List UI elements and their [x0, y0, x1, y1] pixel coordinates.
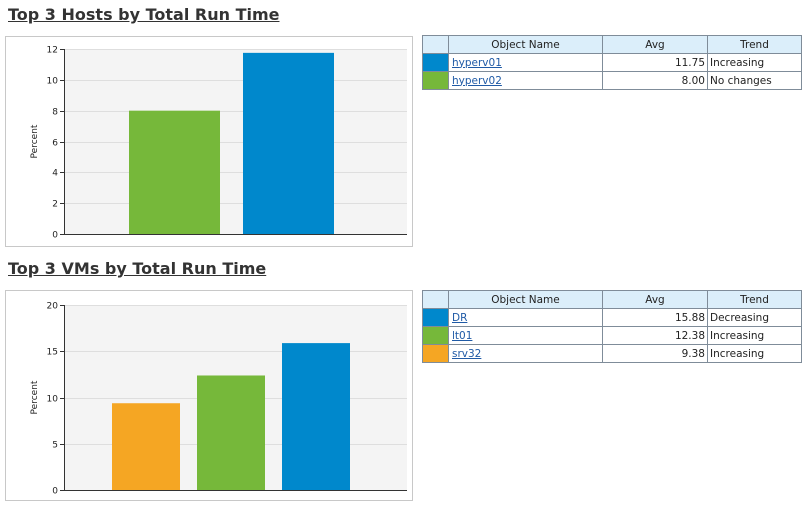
object-link[interactable]: hyperv02 [452, 74, 502, 87]
y-tick-label: 8 [52, 108, 58, 118]
vms-table: Object Name Avg Trend DR 15.88 Decreasin… [422, 290, 802, 363]
hosts-table-header: Object Name Avg Trend [422, 35, 802, 54]
hosts-chart-svg: 0 2 4 6 8 10 12 Percent [30, 46, 407, 241]
avg-cell: 11.75 [602, 53, 708, 72]
y-tick-label: 0 [52, 487, 58, 497]
hosts-table: Object Name Avg Trend hyperv01 11.75 Inc… [422, 35, 802, 90]
color-swatch [422, 326, 449, 345]
avg-header[interactable]: Avg [602, 290, 708, 309]
y-tick-label: 5 [52, 441, 58, 451]
trend-cell: Increasing [707, 53, 802, 72]
y-tick-label: 20 [47, 302, 59, 312]
hosts-section-title: Top 3 Hosts by Total Run Time [8, 5, 280, 24]
bar-hyperv02 [129, 110, 220, 234]
table-row: hyperv01 11.75 Increasing [422, 53, 802, 72]
avg-cell: 15.88 [602, 308, 708, 327]
y-tick-label: 6 [52, 139, 58, 149]
trend-cell: Increasing [707, 344, 802, 363]
bar-srv32 [112, 403, 180, 490]
avg-header[interactable]: Avg [602, 35, 708, 54]
object-name-cell: hyperv01 [448, 53, 603, 72]
bar-DR [282, 343, 350, 490]
object-link[interactable]: hyperv01 [452, 56, 502, 69]
vms-chart-svg: 0 5 10 15 20 Percent [30, 302, 407, 497]
vms-section-title: Top 3 VMs by Total Run Time [8, 259, 267, 278]
y-tick-label: 2 [52, 200, 58, 210]
vms-chart: 0 5 10 15 20 Percent [5, 290, 413, 501]
trend-header[interactable]: Trend [707, 290, 802, 309]
trend-header[interactable]: Trend [707, 35, 802, 54]
object-name-cell: srv32 [448, 344, 603, 363]
y-tick-label: 0 [52, 231, 58, 241]
swatch-header [422, 290, 449, 309]
avg-cell: 8.00 [602, 71, 708, 90]
y-axis-label: Percent [30, 380, 40, 414]
y-tick-label: 4 [52, 169, 58, 179]
bar-lt01 [197, 375, 265, 490]
object-name-cell: hyperv02 [448, 71, 603, 90]
table-row: srv32 9.38 Increasing [422, 344, 802, 363]
object-link[interactable]: srv32 [452, 347, 482, 360]
table-row: lt01 12.38 Increasing [422, 326, 802, 345]
object-link[interactable]: lt01 [452, 329, 473, 342]
avg-cell: 9.38 [602, 344, 708, 363]
y-tick-label: 15 [47, 348, 58, 358]
object-name-header[interactable]: Object Name [448, 290, 603, 309]
plot-area [64, 49, 407, 234]
bar-hyperv01 [243, 52, 334, 234]
table-row: hyperv02 8.00 No changes [422, 71, 802, 90]
color-swatch [422, 71, 449, 90]
trend-cell: Decreasing [707, 308, 802, 327]
object-link[interactable]: DR [452, 311, 468, 324]
vms-table-header: Object Name Avg Trend [422, 290, 802, 309]
trend-cell: Increasing [707, 326, 802, 345]
color-swatch [422, 308, 449, 327]
y-tick-label: 10 [47, 395, 59, 405]
object-name-cell: lt01 [448, 326, 603, 345]
avg-cell: 12.38 [602, 326, 708, 345]
hosts-chart: 0 2 4 6 8 10 12 Percent [5, 36, 413, 247]
color-swatch [422, 53, 449, 72]
swatch-header [422, 35, 449, 54]
trend-cell: No changes [707, 71, 802, 90]
table-row: DR 15.88 Decreasing [422, 308, 802, 327]
object-name-cell: DR [448, 308, 603, 327]
y-tick-label: 12 [47, 46, 58, 56]
y-tick-label: 10 [47, 77, 59, 87]
object-name-header[interactable]: Object Name [448, 35, 603, 54]
y-axis-label: Percent [30, 124, 40, 158]
color-swatch [422, 344, 449, 363]
